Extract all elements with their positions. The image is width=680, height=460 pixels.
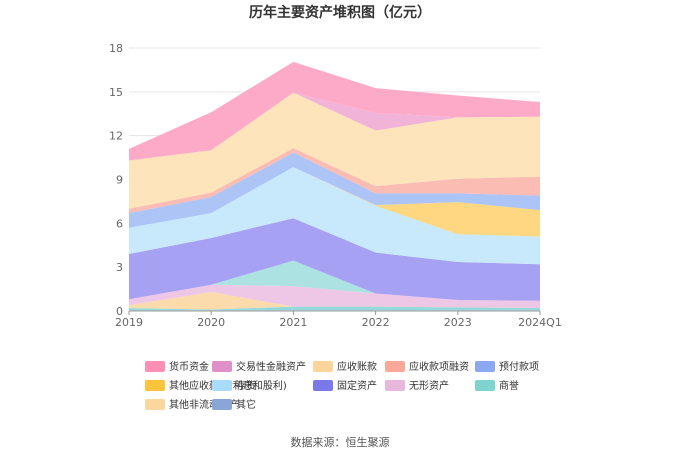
area-商誉 [129,306,540,311]
legend-item[interactable]: 应收账款 [313,360,377,373]
data-source: 数据来源：恒生聚源 [290,436,390,449]
legend-label: 固定资产 [337,379,377,392]
area-固定资产 [129,218,540,301]
legend-label: 存货 [236,379,256,392]
y-tick-label: 0 [116,305,123,318]
y-tick-label: 12 [109,130,123,143]
legend-label: 货币资金 [169,360,209,373]
x-tick-label: 2021 [279,316,307,329]
legend-swatch [475,361,495,372]
legend-swatch [212,399,232,410]
x-tick-label: 2022 [362,316,390,329]
x-tick-label: 2019 [115,316,143,329]
area-无形资产 [129,284,540,309]
x-tick-label: 2024Q1 [518,316,562,329]
legend-item[interactable]: 预付款项 [475,360,539,373]
legend-swatch [313,361,333,372]
chart-title: 历年主要资产堆积图（亿元） [249,4,431,21]
legend-label: 应收款项融资 [409,360,469,373]
legend[interactable]: 货币资金交易性金融资产应收账款应收款项融资预付款项其他应收款(含利息和股利)存货… [145,360,539,411]
legend-swatch [212,380,232,391]
legend-label: 其它 [236,398,256,411]
area-应收款项融资 [129,148,540,214]
y-tick-label: 3 [116,261,123,274]
legend-item[interactable]: 商誉 [475,379,519,392]
legend-swatch [145,380,165,391]
legend-swatch [385,380,405,391]
area-存货 [129,167,540,265]
area-series [129,61,540,311]
legend-swatch [313,380,333,391]
y-tick-label: 15 [109,86,123,99]
area-交易性金融资产 [129,92,540,161]
legend-swatch [385,361,405,372]
area-货币资金 [129,61,540,161]
area-其他非流动资产 [129,292,540,310]
legend-label: 交易性金融资产 [236,360,306,373]
legend-swatch [145,361,165,372]
legend-swatch [145,399,165,410]
legend-item[interactable]: 其它 [212,398,256,411]
y-axis: 0 3 6 9 12 15 18 [109,42,123,318]
legend-label: 商誉 [499,379,519,392]
x-tick-label: 2020 [197,316,225,329]
legend-label: 预付款项 [499,360,539,373]
area-应收账款 [129,92,540,209]
legend-item[interactable]: 应收款项融资 [385,360,469,373]
legend-label: 应收账款 [337,360,377,373]
y-tick-label: 9 [116,174,123,187]
legend-item[interactable]: 货币资金 [145,360,209,373]
x-tick-label: 2023 [444,316,472,329]
area-其他应收款(含利息和股利) [129,167,540,237]
legend-swatch [212,361,232,372]
legend-item[interactable]: 无形资产 [385,379,449,392]
area-商誉(续) [129,260,540,301]
y-tick-label: 6 [116,217,123,230]
y-tick-label: 18 [109,42,123,55]
legend-label: 无形资产 [409,379,449,392]
legend-item[interactable]: 交易性金融资产 [212,360,306,373]
legend-item[interactable]: 固定资产 [313,379,377,392]
area-预付款项 [129,152,540,228]
legend-item[interactable]: 存货 [212,379,256,392]
x-axis: 2019 2020 2021 2022 2023 2024Q1 [115,310,562,329]
legend-swatch [475,380,495,391]
